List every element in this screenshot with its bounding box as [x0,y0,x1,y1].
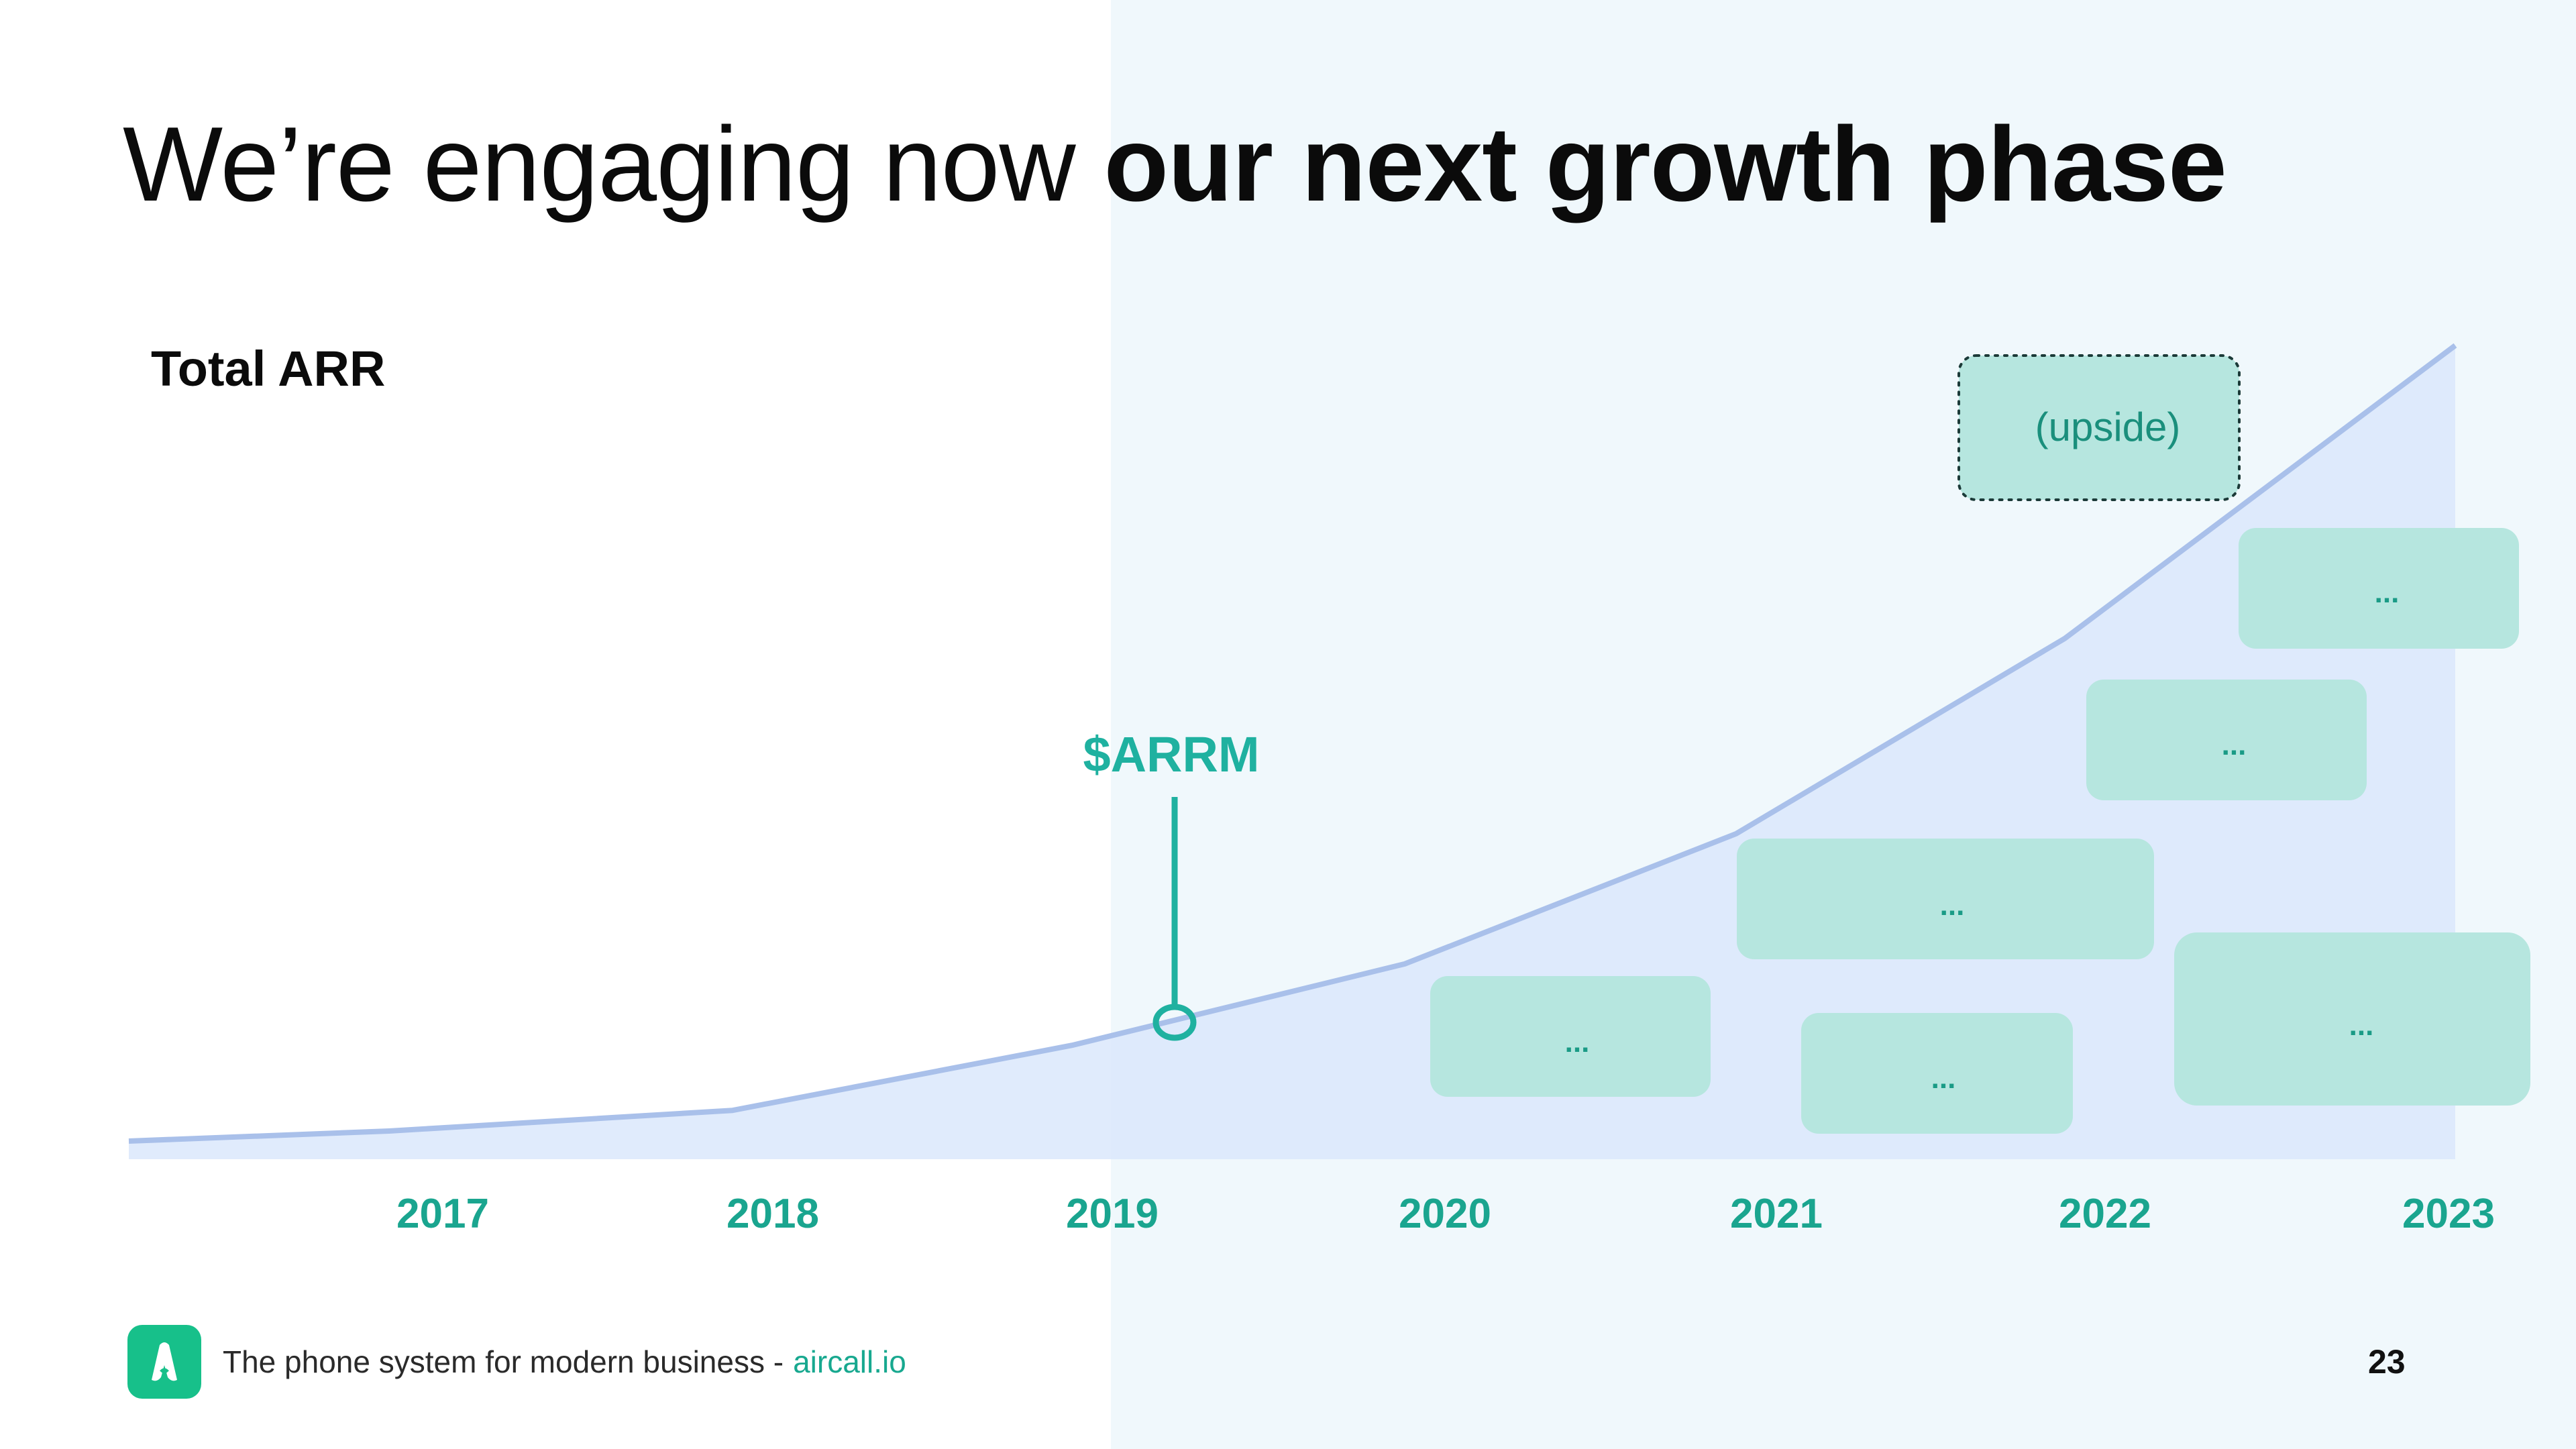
value-box-2020 [1430,976,1711,1097]
x-tick-label-2019: 2019 [1066,1191,1159,1237]
logo-glyph [152,1342,177,1381]
x-tick-label-2023: 2023 [2402,1191,2495,1237]
arr-line [128,343,2457,1144]
value-box-2023-upper [2239,528,2519,649]
value-box-2022 [2086,680,2367,800]
x-tick-label-2018: 2018 [727,1191,819,1237]
value-box-2023-lower-label: ... [2349,1009,2374,1042]
footer: The phone system for modern business - a… [127,1325,906,1399]
upside-box [1957,354,2241,501]
aircall-logo-icon[interactable] [127,1325,201,1399]
value-box-2021-upper [1737,839,2154,959]
arrm-marker [1152,1004,1197,1041]
title-regular: We’re engaging now [123,105,1076,223]
title-bold: our next growth phase [1104,105,2227,223]
arrm-label: $ARRM [1083,727,1259,782]
value-box-2021-lower-label: ... [1931,1062,1956,1095]
page-number: 23 [2368,1343,2406,1381]
arr-annotation: $ARRM [1083,727,1260,1041]
footer-tagline: The phone system for modern business - [223,1344,784,1379]
chart-title: Total ARR [151,341,386,396]
value-box-2021-upper-label: ... [1940,889,1965,922]
x-tick-label-2021: 2021 [1730,1191,1823,1237]
value-box-2022-label: ... [2222,729,2247,761]
value-box-2023-upper-label: ... [2375,576,2400,609]
value-boxes: ... ... ... ... ... ... (upside) [1430,354,2530,1134]
value-box-2023-lower [2174,932,2530,1106]
value-box-2021-lower [1801,1013,2073,1134]
value-box-2020-label: ... [1565,1026,1590,1059]
slide-title: We’re engaging now our next growth phase [123,101,2227,228]
x-axis-labels: 2017 2018 2019 2020 2021 2022 2023 [396,1191,2495,1237]
x-tick-label-2022: 2022 [2059,1191,2151,1237]
x-tick-label-2020: 2020 [1399,1191,1491,1237]
x-tick-label-2017: 2017 [396,1191,489,1237]
upside-label: (upside) [2035,405,2181,449]
footer-link[interactable]: aircall.io [793,1344,906,1379]
